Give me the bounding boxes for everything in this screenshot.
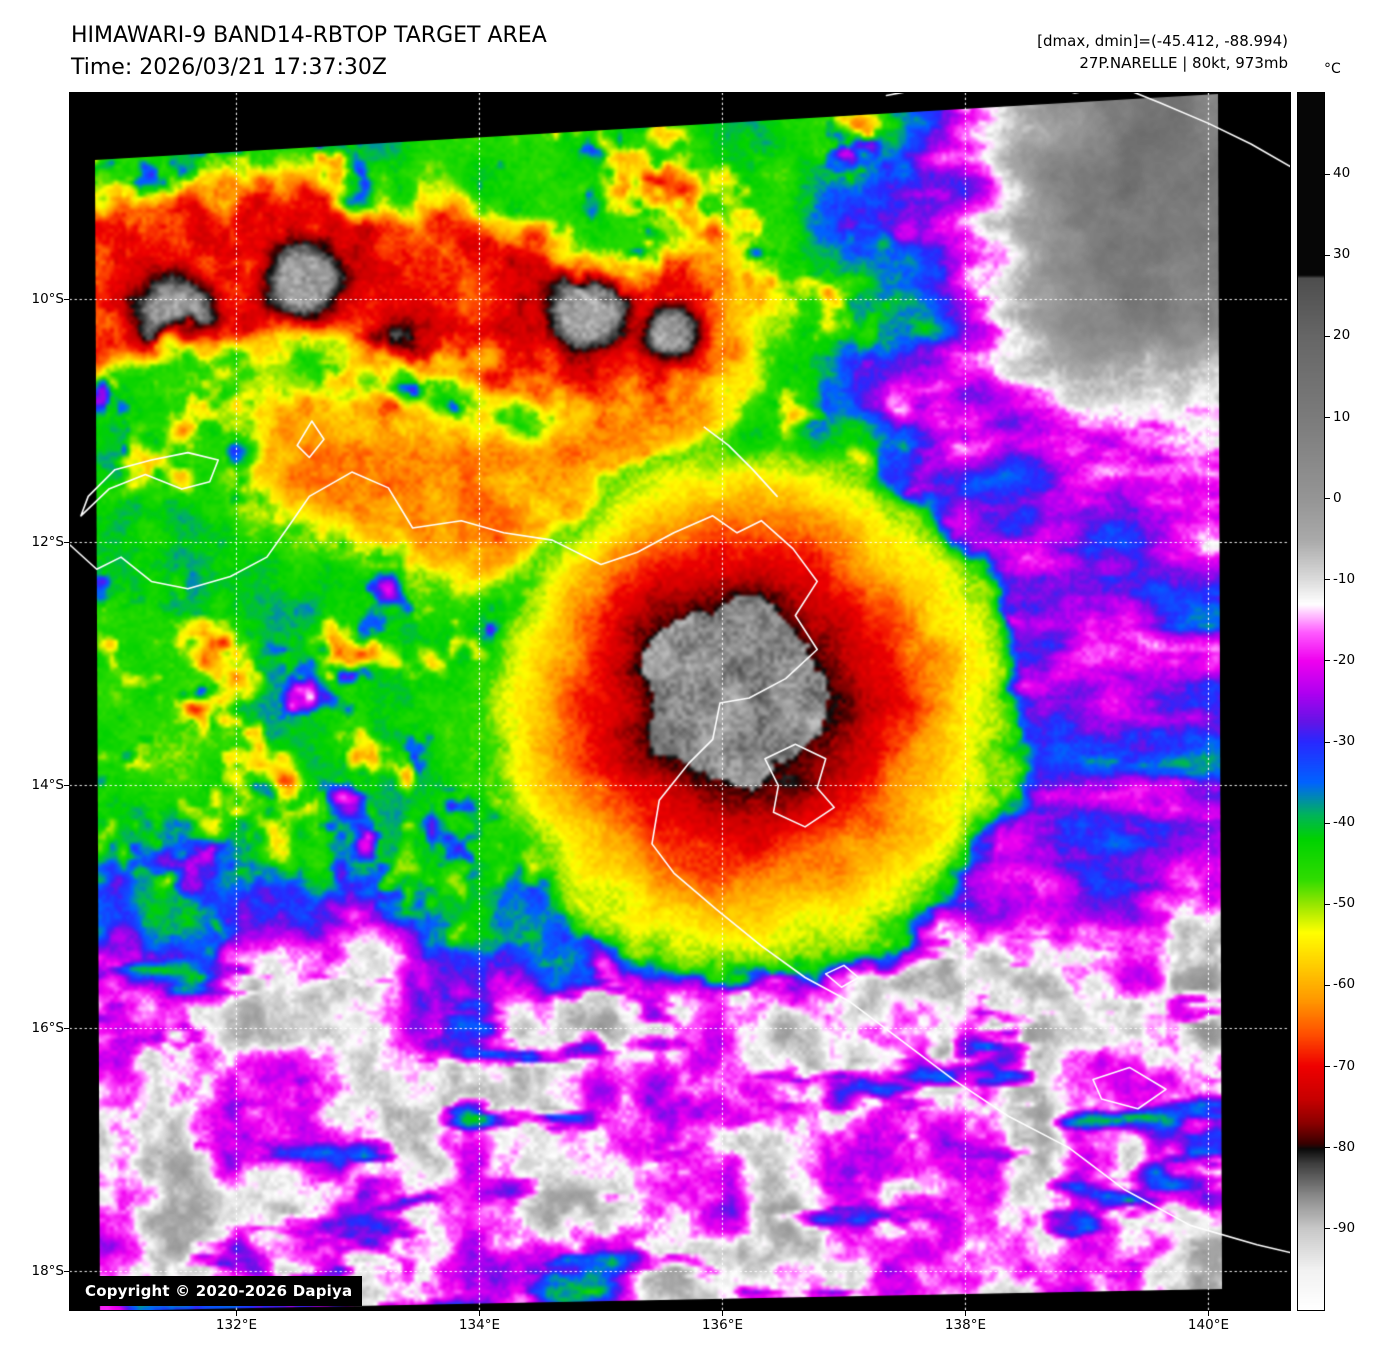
colorbar-tick-mark xyxy=(1325,254,1330,256)
colorbar-tick-mark xyxy=(1325,741,1330,743)
lat-tick-label: 12°S xyxy=(31,533,65,550)
colorbar-tick-mark xyxy=(1325,1066,1330,1068)
time-label: Time: 2026/03/21 17:37:30Z xyxy=(71,55,387,80)
lat-tick-mark xyxy=(64,1271,69,1273)
lon-tick-mark xyxy=(478,1311,480,1316)
colorbar-tick-label: 40 xyxy=(1333,165,1351,182)
colorbar-tick-label: -10 xyxy=(1333,570,1356,587)
lon-tick-label: 136°E xyxy=(701,1317,743,1333)
colorbar-tick-mark xyxy=(1325,984,1330,986)
storm-info-label: 27P.NARELLE | 80kt, 973mb xyxy=(1079,54,1288,72)
satellite-image-canvas xyxy=(70,93,1290,1310)
lon-tick-mark xyxy=(1207,1311,1209,1316)
colorbar-tick-mark xyxy=(1325,822,1330,824)
lat-tick-label: 10°S xyxy=(31,290,65,307)
colorbar-tick-mark xyxy=(1325,1228,1330,1230)
figure-title-block: HIMAWARI-9 BAND14-RBTOP TARGET AREA Time… xyxy=(71,20,547,84)
colorbar xyxy=(1297,92,1325,1311)
colorbar-tick-mark xyxy=(1325,335,1330,337)
lat-tick-mark xyxy=(64,785,69,787)
colorbar-tick-mark xyxy=(1325,417,1330,419)
lat-tick-mark xyxy=(64,299,69,301)
colorbar-tick-mark xyxy=(1325,173,1330,175)
colorbar-unit-label: °C xyxy=(1324,61,1341,77)
lon-tick-mark xyxy=(721,1311,723,1316)
lat-tick-label: 18°S xyxy=(31,1262,65,1279)
colorbar-tick-label: -30 xyxy=(1333,733,1356,750)
page-title: HIMAWARI-9 BAND14-RBTOP TARGET AREA xyxy=(71,23,547,48)
header-info-block: [dmax, dmin]=(-45.412, -88.994) 27P.NARE… xyxy=(1037,30,1288,74)
lon-tick-mark xyxy=(964,1311,966,1316)
colorbar-gradient xyxy=(1298,93,1324,1310)
colorbar-tick-label: 20 xyxy=(1333,327,1351,344)
colorbar-tick-mark xyxy=(1325,498,1330,500)
colorbar-tick-mark xyxy=(1325,660,1330,662)
lat-tick-label: 16°S xyxy=(31,1019,65,1036)
colorbar-tick-label: 30 xyxy=(1333,246,1351,263)
colorbar-tick-label: -20 xyxy=(1333,651,1356,668)
colorbar-tick-label: -40 xyxy=(1333,814,1356,831)
colorbar-tick-mark xyxy=(1325,579,1330,581)
lon-tick-label: 140°E xyxy=(1187,1317,1229,1333)
lon-tick-mark xyxy=(235,1311,237,1316)
colorbar-tick-label: 10 xyxy=(1333,408,1351,425)
map-plot-area: Copyright © 2020-2026 Dapiya xyxy=(69,92,1291,1311)
lat-tick-mark xyxy=(64,542,69,544)
lon-tick-label: 134°E xyxy=(458,1317,500,1333)
lon-tick-label: 138°E xyxy=(944,1317,986,1333)
lon-tick-label: 132°E xyxy=(215,1317,257,1333)
colorbar-tick-label: 0 xyxy=(1333,489,1342,506)
colorbar-tick-label: -50 xyxy=(1333,895,1356,912)
dmax-dmin-label: [dmax, dmin]=(-45.412, -88.994) xyxy=(1037,32,1288,50)
colorbar-tick-mark xyxy=(1325,1147,1330,1149)
colorbar-tick-label: -60 xyxy=(1333,976,1356,993)
colorbar-tick-label: -90 xyxy=(1333,1219,1356,1236)
colorbar-tick-label: -70 xyxy=(1333,1057,1356,1074)
lat-tick-label: 14°S xyxy=(31,776,65,793)
copyright-label: Copyright © 2020-2026 Dapiya xyxy=(75,1276,363,1306)
colorbar-tick-mark xyxy=(1325,903,1330,905)
colorbar-tick-label: -80 xyxy=(1333,1138,1356,1155)
lat-tick-mark xyxy=(64,1028,69,1030)
